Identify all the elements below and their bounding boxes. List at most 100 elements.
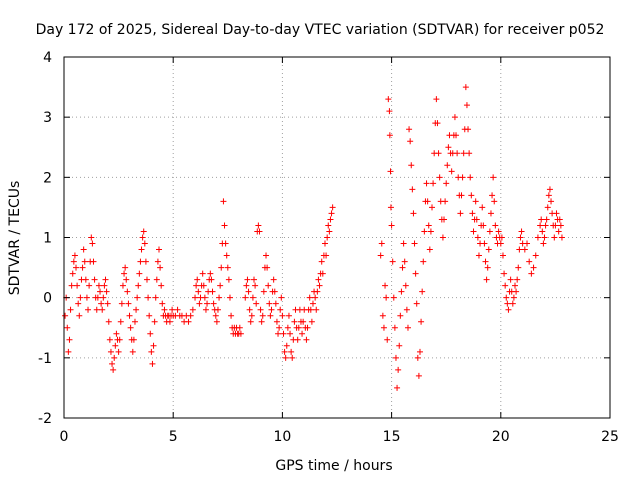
- data-point: [457, 210, 464, 217]
- data-point: [541, 234, 548, 241]
- data-point: [109, 360, 116, 367]
- data-point: [433, 96, 440, 103]
- data-point: [379, 312, 386, 319]
- data-point: [268, 306, 275, 313]
- data-point: [185, 318, 192, 325]
- data-point: [142, 258, 149, 265]
- data-point: [483, 276, 490, 283]
- data-point: [94, 294, 101, 301]
- data-point: [221, 222, 228, 229]
- data-point: [267, 312, 274, 319]
- data-point: [118, 300, 125, 307]
- data-point: [544, 204, 551, 211]
- data-point: [462, 84, 469, 91]
- data-point: [558, 234, 565, 241]
- data-point: [324, 234, 331, 241]
- data-point: [200, 282, 207, 289]
- data-point: [480, 222, 487, 229]
- data-point: [150, 342, 157, 349]
- data-point: [473, 216, 480, 223]
- data-point: [386, 132, 393, 139]
- data-point: [545, 192, 552, 199]
- data-point: [414, 354, 421, 361]
- data-point: [499, 252, 506, 259]
- data-point: [67, 306, 74, 313]
- y-tick-label: 4: [43, 50, 52, 66]
- x-axis-label: GPS time / hours: [275, 458, 392, 474]
- data-point: [325, 222, 332, 229]
- data-point: [194, 276, 201, 283]
- data-point: [385, 96, 392, 103]
- data-point: [271, 288, 278, 295]
- data-point: [387, 168, 394, 175]
- data-point: [158, 282, 165, 289]
- data-point: [237, 330, 244, 337]
- data-point: [149, 360, 156, 367]
- data-point: [103, 288, 110, 295]
- x-tick-label: 15: [383, 429, 401, 445]
- data-point: [458, 192, 465, 199]
- data-point: [275, 330, 282, 337]
- data-point: [204, 300, 211, 307]
- data-point: [521, 246, 528, 253]
- data-point: [421, 228, 428, 235]
- data-point: [426, 246, 433, 253]
- data-point: [511, 282, 518, 289]
- data-point: [295, 324, 302, 331]
- data-point: [445, 144, 452, 151]
- data-point: [514, 276, 521, 283]
- data-point: [318, 258, 325, 265]
- data-point: [388, 222, 395, 229]
- data-point: [159, 300, 166, 307]
- data-point: [548, 198, 555, 205]
- data-point: [420, 258, 427, 265]
- data-point: [289, 354, 296, 361]
- data-point: [444, 162, 451, 169]
- data-point: [542, 222, 549, 229]
- data-point: [137, 258, 144, 265]
- data-point: [403, 306, 410, 313]
- data-point: [224, 264, 231, 271]
- data-point: [115, 348, 122, 355]
- data-point: [80, 246, 87, 253]
- data-series: [62, 84, 565, 391]
- data-point: [88, 234, 95, 241]
- data-point: [89, 240, 96, 247]
- data-point: [209, 288, 216, 295]
- data-point: [273, 318, 280, 325]
- data-point: [245, 288, 252, 295]
- data-point: [539, 228, 546, 235]
- data-point: [436, 174, 443, 181]
- data-point: [66, 336, 73, 343]
- data-point: [226, 294, 233, 301]
- data-point: [105, 318, 112, 325]
- data-point: [130, 336, 137, 343]
- data-point: [383, 294, 390, 301]
- data-point: [276, 324, 283, 331]
- data-point: [434, 120, 441, 127]
- data-point: [196, 300, 203, 307]
- data-point: [121, 270, 128, 277]
- y-tick-label: -2: [38, 411, 52, 427]
- data-point: [528, 270, 535, 277]
- data-point: [247, 318, 254, 325]
- data-point: [316, 282, 323, 289]
- data-point: [265, 282, 272, 289]
- data-point: [327, 216, 334, 223]
- data-point: [99, 306, 106, 313]
- data-point: [502, 282, 509, 289]
- data-point: [378, 240, 385, 247]
- data-point: [82, 276, 89, 283]
- data-point: [212, 312, 219, 319]
- data-point: [242, 294, 249, 301]
- data-point: [73, 264, 80, 271]
- data-point: [192, 294, 199, 301]
- data-point: [552, 222, 559, 229]
- data-point: [416, 348, 423, 355]
- data-point: [498, 234, 505, 241]
- data-point: [557, 222, 564, 229]
- data-point: [225, 276, 232, 283]
- data-point: [75, 300, 82, 307]
- data-point: [386, 108, 393, 115]
